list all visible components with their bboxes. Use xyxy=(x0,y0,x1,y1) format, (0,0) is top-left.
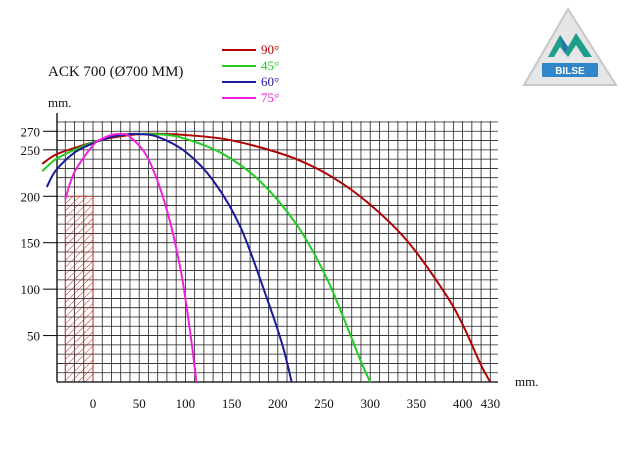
x-tick-label: 50 xyxy=(133,396,146,411)
x-tick-label: 0 xyxy=(90,396,97,411)
y-tick-label: 250 xyxy=(21,143,41,158)
legend-label-75: 75° xyxy=(261,90,280,105)
legend-swatch-60 xyxy=(222,81,256,83)
y-tick-label: 270 xyxy=(21,124,41,139)
legend-swatch-90 xyxy=(222,49,256,51)
y-tick-label: 100 xyxy=(21,282,41,297)
legend: 90° 45° 60° 75° xyxy=(222,42,279,106)
obstacle-area xyxy=(64,195,94,383)
logo-text: BILSE xyxy=(555,66,585,77)
chart-title: ACK 700 (Ø700 MM) xyxy=(48,64,184,80)
y-axis-unit: mm. xyxy=(48,95,72,110)
x-tick-label: 430 xyxy=(481,396,501,411)
logo-mountain-icon xyxy=(548,33,592,57)
y-tick-label: 50 xyxy=(27,329,40,344)
grid xyxy=(57,121,498,382)
legend-label-90: 90° xyxy=(261,42,280,57)
legend-swatch-75 xyxy=(222,97,256,99)
series-line-75 xyxy=(64,133,198,383)
series-line-60 xyxy=(45,132,293,383)
legend-item: 75° xyxy=(222,90,279,106)
x-tick-label: 150 xyxy=(222,396,242,411)
x-tick-label: 400 xyxy=(453,396,473,411)
x-tick-label: 100 xyxy=(176,396,196,411)
x-tick-label: 250 xyxy=(314,396,334,411)
x-tick-label: 200 xyxy=(268,396,288,411)
legend-item: 45° xyxy=(222,58,279,74)
y-tick-label: 150 xyxy=(21,236,41,251)
legend-item: 60° xyxy=(222,74,279,90)
series-lines xyxy=(41,132,492,383)
obstacle-hatch xyxy=(64,195,94,383)
x-tick-label: 350 xyxy=(407,396,427,411)
legend-label-45: 45° xyxy=(261,58,280,73)
y-tick-label: 200 xyxy=(21,189,41,204)
x-axis-unit: mm. xyxy=(515,374,539,389)
x-tick-label: 300 xyxy=(360,396,380,411)
legend-item: 90° xyxy=(222,42,279,58)
legend-label-60: 60° xyxy=(261,74,280,89)
bilse-logo: BILSE xyxy=(522,7,618,86)
series-line-45 xyxy=(41,132,372,383)
tick-labels: 0 50 100 150 200 250 300 350 400 430 50 100 150 200 25… xyxy=(21,124,501,411)
legend-swatch-45 xyxy=(222,65,256,67)
